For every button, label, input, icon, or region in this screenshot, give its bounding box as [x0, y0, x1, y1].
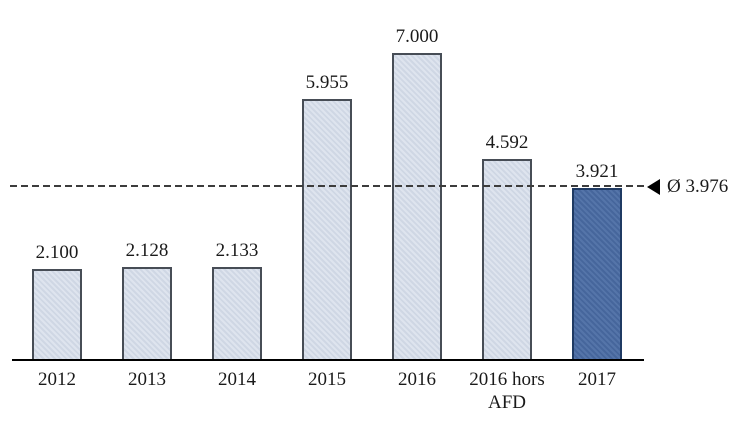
bar-value-label: 2.100: [35, 242, 79, 263]
x-axis-tick-label: 2017: [578, 369, 616, 390]
bar-2013: [122, 267, 172, 361]
bar-value-label: 5.955: [305, 72, 349, 93]
x-axis-tick-label: 2016 hors AFD: [469, 369, 545, 413]
average-line: [10, 185, 645, 187]
bar-value-label: 4.592: [485, 132, 529, 153]
x-axis-line: [12, 359, 644, 361]
x-axis-tick-label: 2013: [128, 369, 166, 390]
average-annotation: Ø 3.976: [647, 173, 728, 201]
average-label: Ø 3.976: [667, 176, 729, 197]
bar-value-label: 2.133: [215, 240, 259, 261]
bar-value-label: 2.128: [125, 240, 169, 261]
bar-value-label: 3.921: [575, 161, 619, 182]
bar-value-label: 7.000: [395, 26, 439, 47]
bar-2014: [212, 267, 262, 361]
x-axis-tick-label: 2016: [398, 369, 436, 390]
bar-2015: [302, 99, 352, 361]
x-axis-tick-label: 2015: [308, 369, 346, 390]
x-axis-tick-label: 2014: [218, 369, 256, 390]
bar-2016: [392, 53, 442, 361]
bar-2017: [572, 188, 622, 361]
x-axis-tick-label: 2012: [38, 369, 76, 390]
bar-2016-hors-afd: [482, 159, 532, 361]
left-triangle-icon: [647, 179, 660, 195]
bar-2012: [32, 269, 82, 361]
